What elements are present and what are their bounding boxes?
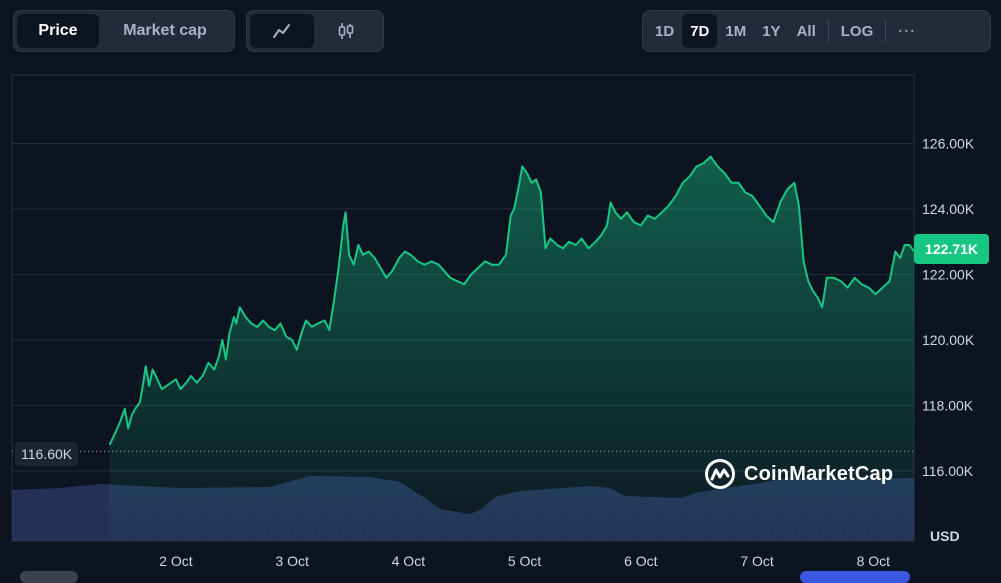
x-axis: 2 Oct 3 Oct 4 Oct 5 Oct 6 Oct 7 Oct 8 Oct — [159, 553, 890, 569]
y-tick-label: 126.00K — [922, 136, 975, 152]
start-price-badge: 116.60K — [15, 442, 79, 466]
candlestick-icon — [338, 23, 354, 39]
brand-name: CoinMarketCap — [744, 462, 894, 485]
scroll-handle-left[interactable] — [20, 571, 78, 583]
divider — [885, 20, 887, 42]
time-range-toggle: 1D 7D 1M 1Y All LOG ··· — [642, 10, 991, 52]
range-1y-button[interactable]: 1Y — [762, 22, 781, 40]
market-cap-tab[interactable]: Market cap — [123, 22, 207, 39]
y-tick-label: 122.00K — [922, 267, 975, 283]
scroll-handle-right[interactable] — [800, 571, 910, 583]
y-tick-label: 116.00K — [922, 463, 974, 479]
y-axis: 116.00K 118.00K 120.00K 122.00K 124.00K 126.0… — [922, 136, 975, 480]
x-tick-label: 6 Oct — [624, 553, 658, 569]
brand-watermark: CoinMarketCap — [704, 458, 893, 490]
y-tick-label: 124.00K — [922, 201, 975, 217]
divider — [827, 20, 829, 42]
metric-toggle: Price Market cap — [13, 10, 235, 52]
log-scale-button[interactable]: LOG — [840, 22, 874, 40]
price-area-fill — [109, 156, 915, 541]
x-tick-label: 4 Oct — [392, 553, 426, 569]
range-7d-button[interactable]: 7D — [682, 14, 718, 48]
range-all-button[interactable]: All — [796, 22, 816, 40]
y-tick-label: 118.00K — [922, 398, 974, 414]
line-chart-icon — [273, 24, 290, 38]
candlestick-button[interactable] — [314, 14, 378, 48]
current-price-badge: 122.71K — [914, 234, 989, 264]
range-1m-button[interactable]: 1M — [725, 22, 747, 40]
x-tick-label: 2 Oct — [159, 553, 193, 569]
range-1d-button[interactable]: 1D — [655, 22, 675, 40]
y-tick-label: 120.00K — [922, 332, 975, 348]
more-options-button[interactable]: ··· — [898, 22, 917, 40]
line-chart-button[interactable] — [250, 14, 314, 48]
x-tick-label: 5 Oct — [508, 553, 542, 569]
x-tick-label: 3 Oct — [275, 553, 309, 569]
chart-type-toggle — [246, 10, 384, 52]
currency-label: USD — [930, 528, 960, 544]
x-tick-label: 7 Oct — [740, 553, 774, 569]
price-tab[interactable]: Price — [17, 14, 99, 48]
x-tick-label: 8 Oct — [857, 553, 891, 569]
price-line — [108, 155, 915, 446]
coinmarketcap-logo-icon — [705, 459, 735, 489]
